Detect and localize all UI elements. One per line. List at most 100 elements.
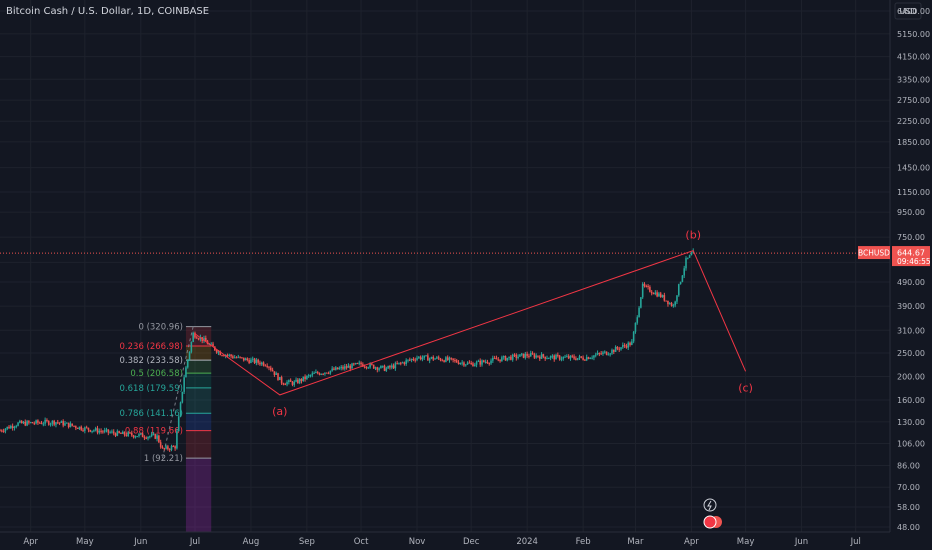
candle-body xyxy=(329,370,332,374)
currency-box[interactable] xyxy=(894,2,922,20)
candle-body xyxy=(475,361,478,365)
fib-level-label: 0 (320.96) xyxy=(138,323,182,333)
candle-body xyxy=(477,360,480,362)
candle-body xyxy=(293,381,296,385)
time-tick-label: Jun xyxy=(794,537,808,547)
candle-body xyxy=(257,359,259,363)
candle-body xyxy=(279,377,281,381)
price-tick-label: 48.00 xyxy=(897,523,920,532)
fib-zone xyxy=(185,373,212,388)
candle-body xyxy=(674,301,676,306)
fib-level-label: 0.382 (233.58) xyxy=(120,356,183,366)
candle-body xyxy=(44,419,46,424)
candle-body xyxy=(363,366,366,368)
candle-body xyxy=(46,419,48,422)
candle-body xyxy=(427,355,429,361)
candle-body xyxy=(685,258,687,269)
candle-body xyxy=(324,372,326,374)
price-tick-label: 160.00 xyxy=(897,396,925,405)
candle-body xyxy=(389,365,391,368)
candle-body xyxy=(217,351,220,353)
candle-body xyxy=(607,354,610,356)
candle-body xyxy=(441,360,444,362)
candle-body xyxy=(297,379,299,384)
candle-body xyxy=(188,351,191,360)
candle-body xyxy=(468,362,471,364)
candle-body xyxy=(398,362,400,364)
candle-body xyxy=(91,430,93,432)
candle-body xyxy=(374,367,377,369)
candle-body xyxy=(186,359,189,368)
candle-body xyxy=(591,357,593,359)
candle-body xyxy=(26,421,28,426)
candle-body xyxy=(645,286,648,288)
event-icon[interactable] xyxy=(703,515,717,529)
candle-body xyxy=(280,377,283,384)
candle-body xyxy=(502,356,505,358)
candle-body xyxy=(620,347,622,350)
symbol-title[interactable]: Bitcoin Cash / U.S. Dollar, 1D, COINBASE xyxy=(6,6,210,17)
candle-body xyxy=(522,353,525,358)
candle-body xyxy=(623,345,626,347)
candle-body xyxy=(598,352,601,354)
candle-body xyxy=(85,427,88,429)
candle-body xyxy=(40,422,43,424)
candle-body xyxy=(414,359,417,361)
candle-body xyxy=(215,350,218,353)
candle-body xyxy=(4,428,7,432)
candle-body xyxy=(668,303,671,305)
candle-body xyxy=(130,433,133,436)
candle-body xyxy=(230,354,232,357)
candle-body xyxy=(546,358,548,360)
candle-body xyxy=(241,357,243,359)
candle-body xyxy=(340,366,342,369)
candle-body xyxy=(17,422,19,426)
candle-body xyxy=(636,317,639,323)
time-axis[interactable] xyxy=(0,532,890,550)
time-tick-label: Aug xyxy=(243,537,260,547)
fib-level-label: 0.786 (141.16) xyxy=(120,409,183,419)
candle-body xyxy=(625,345,628,348)
candle-body xyxy=(37,420,39,423)
candle-body xyxy=(273,371,276,375)
candle-body xyxy=(461,362,463,364)
candle-body xyxy=(320,373,323,375)
price-tick-label: 1150.00 xyxy=(897,188,930,197)
candle-body xyxy=(172,446,175,448)
candle-body xyxy=(226,354,229,356)
price-tick-label: 106.00 xyxy=(897,439,925,448)
candle-body xyxy=(576,358,579,360)
candle-body xyxy=(387,365,389,369)
price-axis[interactable] xyxy=(890,0,932,550)
time-tick-label: Nov xyxy=(409,537,426,547)
candle-body xyxy=(519,354,521,357)
candle-body xyxy=(584,359,586,361)
candle-body xyxy=(109,432,111,434)
candle-body xyxy=(446,357,449,361)
candle-body xyxy=(367,367,370,369)
elliott-wave-line[interactable] xyxy=(194,249,747,396)
candle-body xyxy=(349,365,352,369)
fib-zone xyxy=(185,413,212,431)
candle-body xyxy=(60,421,63,423)
candle-body xyxy=(537,355,539,357)
lightning-icon[interactable] xyxy=(703,498,717,512)
candle-body xyxy=(564,356,566,358)
candle-body xyxy=(1,430,3,432)
candle-body xyxy=(439,358,442,361)
fib-level-label: 0.5 (206.58) xyxy=(130,369,183,379)
candle-body xyxy=(248,360,250,363)
candle-body xyxy=(158,435,160,443)
candle-body xyxy=(542,354,545,357)
candle-body xyxy=(114,433,117,436)
candle-body xyxy=(481,360,483,365)
candle-body xyxy=(455,360,458,363)
candle-body xyxy=(75,426,77,428)
last-price-value: 644.67 xyxy=(897,249,925,258)
candle-body xyxy=(434,358,436,360)
candle-body xyxy=(94,428,97,431)
price-tick-label: 2750.00 xyxy=(897,96,930,105)
candle-body xyxy=(452,358,454,361)
candle-body xyxy=(10,425,12,429)
